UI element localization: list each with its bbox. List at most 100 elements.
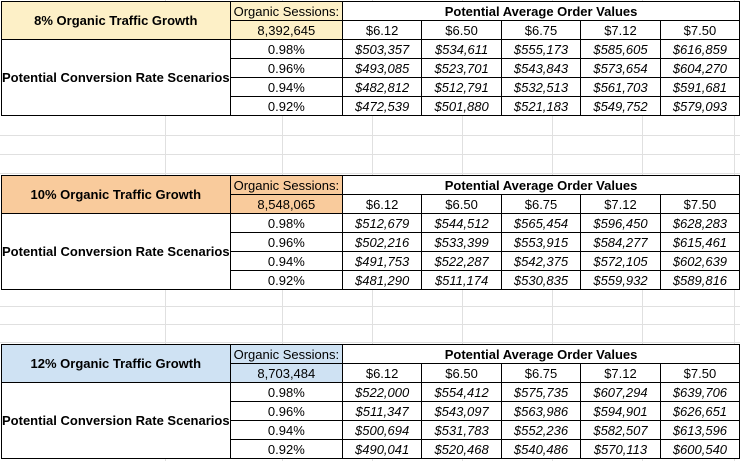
cell-projected-revenue[interactable]: $542,375: [500, 251, 582, 271]
cell-projected-revenue[interactable]: $561,703: [580, 77, 661, 97]
cell-projected-revenue[interactable]: $531,783: [421, 420, 502, 440]
cell-growth-title[interactable]: 8% Organic Traffic Growth: [1, 1, 231, 40]
cell-projected-revenue[interactable]: $570,113: [580, 439, 661, 459]
cell-projected-revenue[interactable]: $604,270: [659, 58, 740, 78]
cell-conversion-rate[interactable]: 0.92%: [229, 439, 344, 459]
cell-conversion-rate[interactable]: 0.92%: [229, 96, 344, 116]
cell-price-header[interactable]: $6.50: [421, 20, 502, 40]
cell-projected-revenue[interactable]: $549,752: [580, 96, 661, 116]
cell-projected-revenue[interactable]: $543,843: [500, 58, 582, 78]
cell-price-header[interactable]: $6.12: [342, 363, 423, 383]
cell-projected-revenue[interactable]: $512,791: [421, 77, 502, 97]
cell-projected-revenue[interactable]: $521,183: [500, 96, 582, 116]
cell-price-header[interactable]: $6.50: [421, 194, 502, 214]
cell-price-header[interactable]: $7.12: [580, 20, 661, 40]
cell-projected-revenue[interactable]: $501,880: [421, 96, 502, 116]
cell-projected-revenue[interactable]: $573,654: [580, 58, 661, 78]
cell-projected-revenue[interactable]: $472,539: [342, 96, 423, 116]
cell-projected-revenue[interactable]: $511,174: [421, 270, 502, 290]
cell-organic-sessions-value[interactable]: 8,392,645: [229, 20, 344, 40]
cell-organic-sessions-label[interactable]: Organic Sessions:: [229, 1, 344, 21]
cell-conversion-rate[interactable]: 0.98%: [229, 213, 344, 233]
cell-price-header[interactable]: $6.12: [342, 194, 423, 214]
cell-price-header[interactable]: $7.50: [659, 20, 740, 40]
cell-projected-revenue[interactable]: $589,816: [659, 270, 740, 290]
cell-projected-revenue[interactable]: $615,461: [659, 232, 740, 252]
cell-projected-revenue[interactable]: $582,507: [580, 420, 661, 440]
cell-projected-revenue[interactable]: $533,399: [421, 232, 502, 252]
cell-projected-revenue[interactable]: $584,277: [580, 232, 661, 252]
cell-price-header[interactable]: $6.12: [342, 20, 423, 40]
cell-projected-revenue[interactable]: $559,932: [580, 270, 661, 290]
cell-projected-revenue[interactable]: $512,679: [342, 213, 423, 233]
cell-conversion-rate[interactable]: 0.98%: [229, 39, 344, 59]
cell-projected-revenue[interactable]: $596,450: [580, 213, 661, 233]
cell-conversion-rate[interactable]: 0.94%: [229, 77, 344, 97]
cell-projected-revenue[interactable]: $540,486: [500, 439, 582, 459]
cell-projected-revenue[interactable]: $553,915: [500, 232, 582, 252]
cell-price-header[interactable]: $7.12: [580, 363, 661, 383]
cell-conversion-rate[interactable]: 0.96%: [229, 232, 344, 252]
cell-price-header[interactable]: $7.50: [659, 194, 740, 214]
cell-projected-revenue[interactable]: $530,835: [500, 270, 582, 290]
cell-projected-revenue[interactable]: $579,093: [659, 96, 740, 116]
cell-projected-revenue[interactable]: $607,294: [580, 382, 661, 402]
cell-conversion-rate[interactable]: 0.96%: [229, 401, 344, 421]
cell-projected-revenue[interactable]: $500,694: [342, 420, 423, 440]
cell-projected-revenue[interactable]: $613,596: [659, 420, 740, 440]
cell-projected-revenue[interactable]: $628,283: [659, 213, 740, 233]
cell-conversion-rate[interactable]: 0.98%: [229, 382, 344, 402]
cell-projected-revenue[interactable]: $626,651: [659, 401, 740, 421]
cell-projected-revenue[interactable]: $555,173: [500, 39, 582, 59]
cell-conversion-rate[interactable]: 0.96%: [229, 58, 344, 78]
cell-price-header[interactable]: $6.75: [500, 363, 582, 383]
cell-price-header[interactable]: $6.75: [500, 194, 582, 214]
cell-projected-revenue[interactable]: $591,681: [659, 77, 740, 97]
cell-conversion-rate[interactable]: 0.94%: [229, 420, 344, 440]
cell-projected-revenue[interactable]: $600,540: [659, 439, 740, 459]
cell-growth-title[interactable]: 10% Organic Traffic Growth: [1, 175, 231, 214]
cell-projected-revenue[interactable]: $503,357: [342, 39, 423, 59]
cell-organic-sessions-value[interactable]: 8,548,065: [229, 194, 344, 214]
cell-scenarios-label[interactable]: Potential Conversion Rate Scenarios: [1, 213, 231, 290]
cell-projected-revenue[interactable]: $502,216: [342, 232, 423, 252]
cell-growth-title[interactable]: 12% Organic Traffic Growth: [1, 344, 231, 383]
cell-projected-revenue[interactable]: $522,287: [421, 251, 502, 271]
cell-projected-revenue[interactable]: $552,236: [500, 420, 582, 440]
cell-projected-revenue[interactable]: $602,639: [659, 251, 740, 271]
cell-projected-revenue[interactable]: $572,105: [580, 251, 661, 271]
cell-projected-revenue[interactable]: $639,706: [659, 382, 740, 402]
cell-organic-sessions-label[interactable]: Organic Sessions:: [229, 175, 344, 195]
cell-projected-revenue[interactable]: $585,605: [580, 39, 661, 59]
cell-organic-sessions-label[interactable]: Organic Sessions:: [229, 344, 344, 364]
cell-projected-revenue[interactable]: $493,085: [342, 58, 423, 78]
cell-organic-sessions-value[interactable]: 8,703,484: [229, 363, 344, 383]
cell-projected-revenue[interactable]: $522,000: [342, 382, 423, 402]
cell-aov-header[interactable]: Potential Average Order Values: [342, 1, 740, 21]
cell-projected-revenue[interactable]: $575,735: [500, 382, 582, 402]
cell-projected-revenue[interactable]: $511,347: [342, 401, 423, 421]
cell-aov-header[interactable]: Potential Average Order Values: [342, 344, 740, 364]
cell-scenarios-label[interactable]: Potential Conversion Rate Scenarios: [1, 382, 231, 459]
cell-price-header[interactable]: $7.12: [580, 194, 661, 214]
cell-aov-header[interactable]: Potential Average Order Values: [342, 175, 740, 195]
cell-price-header[interactable]: $6.75: [500, 20, 582, 40]
cell-projected-revenue[interactable]: $594,901: [580, 401, 661, 421]
cell-price-header[interactable]: $7.50: [659, 363, 740, 383]
cell-projected-revenue[interactable]: $543,097: [421, 401, 502, 421]
cell-projected-revenue[interactable]: $532,513: [500, 77, 582, 97]
cell-projected-revenue[interactable]: $616,859: [659, 39, 740, 59]
cell-price-header[interactable]: $6.50: [421, 363, 502, 383]
cell-projected-revenue[interactable]: $520,468: [421, 439, 502, 459]
cell-projected-revenue[interactable]: $523,701: [421, 58, 502, 78]
cell-projected-revenue[interactable]: $554,412: [421, 382, 502, 402]
cell-projected-revenue[interactable]: $563,986: [500, 401, 582, 421]
cell-projected-revenue[interactable]: $491,753: [342, 251, 423, 271]
cell-scenarios-label[interactable]: Potential Conversion Rate Scenarios: [1, 39, 231, 116]
cell-conversion-rate[interactable]: 0.92%: [229, 270, 344, 290]
cell-projected-revenue[interactable]: $482,812: [342, 77, 423, 97]
cell-projected-revenue[interactable]: $565,454: [500, 213, 582, 233]
cell-conversion-rate[interactable]: 0.94%: [229, 251, 344, 271]
cell-projected-revenue[interactable]: $481,290: [342, 270, 423, 290]
cell-projected-revenue[interactable]: $534,611: [421, 39, 502, 59]
